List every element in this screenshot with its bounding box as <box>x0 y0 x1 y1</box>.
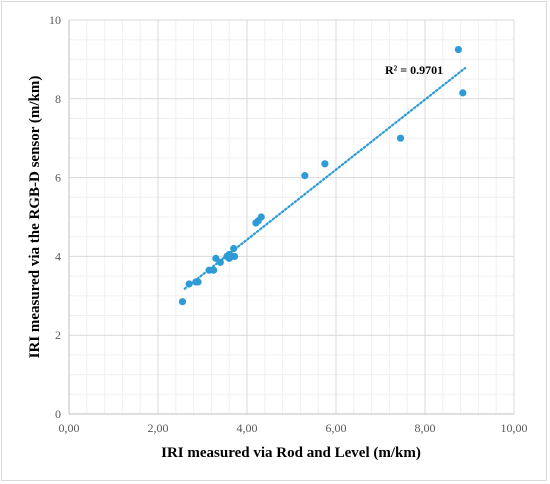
data-point <box>257 213 265 221</box>
data-point <box>216 258 224 266</box>
y-tick-labels: 0 2 4 6 8 10 <box>49 13 61 421</box>
x-tick-labels: 0,00 2,00 4,00 6,00 8,00 10,00 <box>59 421 528 435</box>
x-tick-label: 0,00 <box>59 421 80 435</box>
data-point <box>185 280 193 288</box>
data-point <box>194 278 202 286</box>
minor-gridlines <box>69 20 514 414</box>
data-point <box>230 244 238 253</box>
y-tick-label: 6 <box>55 171 61 185</box>
r-squared-annotation: R² = 0.9701 <box>385 63 443 77</box>
data-point <box>321 160 329 168</box>
y-tick-label: 4 <box>55 249 61 263</box>
data-points <box>178 45 467 306</box>
x-tick-label: 6,00 <box>326 421 347 435</box>
x-tick-label: 10,00 <box>501 421 528 435</box>
x-axis-title: IRI measured via Rod and Level (m/km) <box>161 445 421 461</box>
x-tick-label: 4,00 <box>237 421 258 435</box>
y-tick-label: 0 <box>55 407 61 421</box>
data-point <box>459 89 467 97</box>
data-point <box>178 298 187 306</box>
y-tick-label: 2 <box>55 328 61 342</box>
data-point <box>210 266 218 274</box>
x-tick-label: 8,00 <box>415 421 436 435</box>
y-axis-title: IRI measured via the RGB-D sensor (m/km) <box>27 76 43 359</box>
data-point <box>454 45 462 54</box>
major-gridlines <box>69 19 515 414</box>
data-point <box>301 172 309 180</box>
y-tick-label: 8 <box>55 92 61 106</box>
data-point <box>396 134 405 142</box>
axes <box>68 20 514 415</box>
data-point <box>230 252 239 260</box>
y-tick-label: 10 <box>49 13 61 27</box>
x-tick-label: 2,00 <box>148 421 169 435</box>
